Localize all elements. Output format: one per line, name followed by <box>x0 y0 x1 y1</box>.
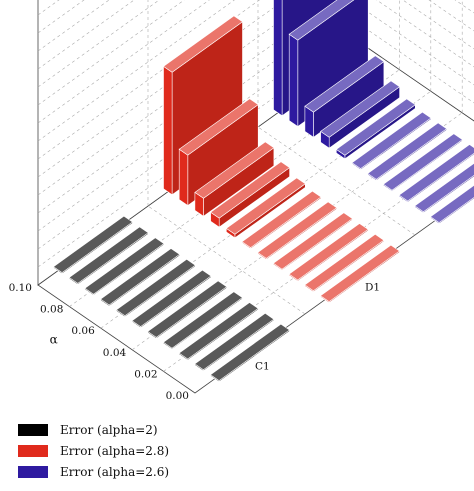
bar-face-top <box>100 248 181 306</box>
bar-face-top <box>84 237 165 295</box>
bar-face-top <box>304 233 385 292</box>
bar-C1-3 <box>162 291 243 350</box>
bar-D1-7 <box>210 161 291 228</box>
bar-C1-2 <box>178 302 259 361</box>
legend-item-0: Error (alpha=2) <box>18 420 169 440</box>
bar-D1-5 <box>241 190 322 250</box>
bar-E1-3 <box>382 133 463 192</box>
bar-face-top <box>257 201 338 259</box>
bar-E1-1 <box>414 162 474 214</box>
bar-C1-10 <box>52 215 134 275</box>
bar-face-top <box>351 111 432 169</box>
bar-face-top <box>304 55 385 113</box>
bar-D1-8 <box>194 141 275 217</box>
bar-D1-6 <box>225 177 306 239</box>
a-tick-label: 0.06 <box>71 325 95 337</box>
bar-face-top <box>52 215 134 273</box>
bar-C1-0 <box>209 323 291 383</box>
legend: Error (alpha=2) Error (alpha=2.8) Error … <box>18 420 169 483</box>
bar-D1-3 <box>272 212 353 271</box>
bar-face-top <box>288 223 369 281</box>
bar-face-top <box>272 212 353 270</box>
a-tick-label: 0.02 <box>134 368 157 380</box>
legend-item-1: Error (alpha=2.8) <box>18 441 169 461</box>
bar-face-top <box>194 312 275 371</box>
bar-face-top <box>194 141 275 199</box>
bar-C1-7 <box>100 248 181 307</box>
bar-C1-8 <box>84 237 165 296</box>
bar-face-top <box>367 122 448 180</box>
a-tick-label: 0.08 <box>40 304 63 316</box>
bar-E1-2 <box>398 144 474 203</box>
bar-face-top <box>209 323 291 381</box>
bar-face-top <box>131 269 212 327</box>
legend-label-0: Error (alpha=2) <box>60 423 158 437</box>
bar-face-side <box>288 33 299 128</box>
bar-D1-9 <box>178 98 259 207</box>
bar-face-top <box>241 190 322 248</box>
a-tick-label: 0.04 <box>103 347 127 359</box>
legend-swatch-2 <box>18 466 48 478</box>
bar-face-top <box>178 98 259 156</box>
bar-face-top <box>335 98 416 156</box>
bar-E1-7 <box>320 80 401 149</box>
bar-face-top <box>178 302 259 360</box>
a-tick-label: 0.10 <box>9 282 32 294</box>
bar-C1-6 <box>115 258 196 318</box>
bar-D1-2 <box>288 223 369 282</box>
bar-C1-5 <box>131 269 212 329</box>
bar-face-top <box>210 161 291 219</box>
bar-E1-5 <box>351 111 432 171</box>
bar-face-top <box>429 185 474 223</box>
bar-D1-4 <box>257 201 338 261</box>
bar-face-side <box>178 148 189 207</box>
bar-face-top <box>320 80 401 138</box>
chart-labels: 0.00E+0005.00E-0091.00E-0081.50E-0082.00… <box>9 282 381 403</box>
bar-E1-8 <box>304 55 385 138</box>
grid-line-row <box>257 126 416 236</box>
bar-face-top <box>162 15 244 73</box>
legend-swatch-1 <box>18 445 48 457</box>
row-tick-label: D1 <box>365 282 380 294</box>
bar-face-top <box>414 162 474 213</box>
bar-face-top <box>398 144 474 202</box>
row-tick-label: C1 <box>255 361 270 373</box>
legend-item-2: Error (alpha=2.6) <box>18 462 169 482</box>
legend-label-2: Error (alpha=2.6) <box>60 465 170 479</box>
bar-C1-4 <box>147 280 228 340</box>
bar-E1-0 <box>429 185 474 225</box>
bar-D1-0 <box>319 244 401 304</box>
bar-face-top <box>382 133 463 191</box>
legend-swatch-0 <box>18 424 48 436</box>
a-axis-label: α <box>50 333 58 347</box>
bar-E1-6 <box>335 98 416 160</box>
bar-face-side <box>163 65 173 196</box>
legend-label-1: Error (alpha=2.8) <box>60 444 170 458</box>
bar-face-top <box>225 177 306 235</box>
bar-D1-1 <box>304 233 385 293</box>
bar-face-top <box>68 226 149 284</box>
bar-face-top <box>319 244 401 302</box>
bar-face-top <box>288 0 355 41</box>
bar-face-side <box>273 0 283 117</box>
bar-face-top <box>162 291 243 349</box>
bar-face-top <box>115 258 196 317</box>
grid-line-row <box>147 205 306 315</box>
bar-C1-1 <box>194 312 275 372</box>
bar-E1-9 <box>288 0 369 128</box>
bar-E1-4 <box>367 122 448 182</box>
bar-C1-9 <box>68 226 149 286</box>
bar-face-top <box>147 280 228 338</box>
chart-bars <box>52 0 474 383</box>
a-tick-label: 0.00 <box>166 390 189 402</box>
